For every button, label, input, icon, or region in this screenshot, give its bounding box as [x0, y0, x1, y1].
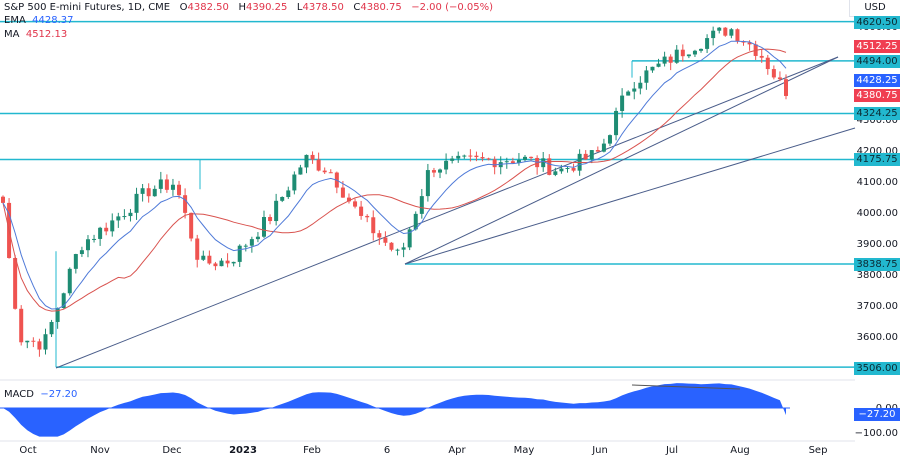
- ema-value: 4428.37: [32, 15, 74, 26]
- macd-axis-tick-minus100: −100.00: [854, 428, 898, 439]
- time-axis-label: 6: [383, 445, 391, 456]
- trend-lines[interactable]: [55, 56, 856, 369]
- close-value: 4380.75: [360, 2, 402, 13]
- time-axis-label: Nov: [90, 445, 110, 456]
- close-label: C: [353, 2, 361, 13]
- price-tag: 4324.25: [854, 107, 900, 120]
- macd-legend[interactable]: MACD −27.20: [4, 388, 77, 401]
- change-value: −2.00 (−0.05%): [411, 2, 494, 13]
- high-value: 4390.25: [245, 2, 288, 13]
- price-axis-tick: 3700.00: [856, 301, 898, 312]
- time-axis-label: Aug: [730, 445, 750, 456]
- time-axis-label: May: [513, 445, 535, 456]
- price-axis-tick: 4100.00: [856, 177, 898, 188]
- ema-line: [2, 40, 787, 310]
- price-tag: 4494.00: [854, 55, 900, 68]
- time-axis-label: Feb: [303, 445, 321, 456]
- price-axis-tick: 4200.00: [856, 146, 898, 157]
- time-axis-label: Jun: [592, 445, 608, 456]
- low-label: L: [296, 2, 303, 13]
- ma-label: MA: [4, 29, 20, 40]
- price-tag: 4620.50: [854, 16, 900, 29]
- ma-line: [2, 48, 787, 312]
- price-axis-tick: 3600.00: [856, 332, 898, 343]
- candlestick-series: [1, 26, 788, 357]
- macd-divergence-line[interactable]: [631, 384, 741, 390]
- time-axis-label: 2023: [229, 445, 257, 456]
- ema-legend[interactable]: EMA 4428.37: [4, 14, 74, 27]
- open-label: O: [179, 2, 188, 13]
- currency-button[interactable]: USD: [849, 0, 900, 17]
- ema-label: EMA: [4, 15, 26, 26]
- time-axis-label: Oct: [19, 445, 37, 456]
- time-axis-label: Dec: [162, 445, 182, 456]
- price-tag: 4380.75: [854, 89, 900, 102]
- chart-legend-title: S&P 500 E-mini Futures, 1D, CME O4382.50…: [4, 1, 493, 14]
- symbol-title: S&P 500 E-mini Futures, 1D, CME: [4, 2, 171, 13]
- price-axis-tick: 4000.00: [856, 208, 898, 219]
- time-axis-label: Jul: [665, 445, 679, 456]
- macd-histogram-area: [3, 383, 786, 437]
- ma-value: 4512.13: [25, 29, 68, 40]
- time-axis-label: Apr: [448, 445, 466, 456]
- price-tag: 4428.25: [854, 74, 900, 87]
- price-tag: 3838.75: [854, 258, 900, 271]
- open-value: 4382.50: [187, 2, 229, 13]
- price-tag: 4175.75: [854, 153, 900, 166]
- low-value: 4378.50: [302, 2, 344, 13]
- price-tag: 4512.25: [854, 40, 900, 53]
- price-axis-tick: 3900.00: [856, 239, 898, 250]
- macd-value: −27.20: [40, 389, 78, 400]
- ma-legend[interactable]: MA 4512.13: [4, 28, 67, 41]
- high-label: H: [238, 2, 246, 13]
- price-axis-tick: 3800.00: [856, 270, 898, 281]
- horizontal-levels[interactable]: [0, 20, 855, 368]
- price-axis-tick: 4300.00: [856, 115, 898, 126]
- time-axis-label: Sep: [808, 445, 828, 456]
- macd-value-tag: −27.20: [854, 408, 900, 421]
- price-tag: 3506.00: [854, 362, 900, 375]
- macd-label: MACD: [4, 389, 34, 400]
